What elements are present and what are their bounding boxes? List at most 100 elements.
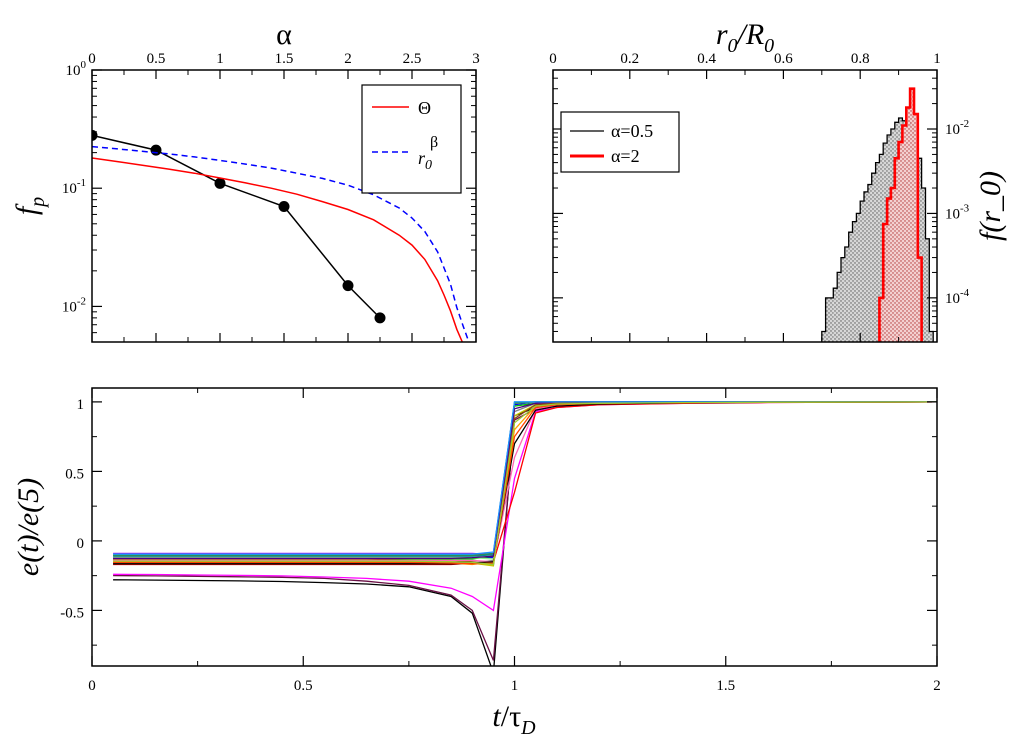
panel-b-x-tick-label: 0.2 [620,51,639,67]
panel-b-xlabel-r: r [716,18,728,51]
panel-b-hist-bar [910,88,914,342]
panel-b-hist-bar [925,238,930,342]
panel-b-hist-bar [837,272,841,342]
legend-label-theta: Θ [418,98,431,118]
panel-c-series-line [113,401,937,566]
panel-b-hist-bar [902,125,907,342]
panel-a-y-tick-label: 100 [66,59,87,79]
panel-c-series-line [113,401,937,559]
panel-b-hist-bar [921,188,926,342]
panel-b-hist-bar [890,188,895,342]
panel-c-series-line [113,401,937,560]
panel-b-ticks: 0 0.2 0.4 0.6 0.8 1 10-2 10-3 10-4 [549,51,970,343]
legend-label-alpha2: α=2 [611,146,640,166]
panel-a-series-markers-line [92,134,381,319]
panel-c-x-tick-label: 0 [88,678,96,694]
panel-c-y-tick-label: 1 [77,397,85,413]
panel-c-y-tick-label: 0.5 [65,466,84,482]
legend-r0beta-sup: β [430,134,438,151]
panel-c-xlabel-tau: /τ [501,700,521,733]
panel-b-hist-bar [929,331,934,342]
panel-a-ylabel-sub: p [27,197,49,209]
panel-b-xlabel-slash: /R [736,18,765,51]
panel-a-data-point [150,144,162,156]
panel-c-x-tick-label: 2 [933,678,941,694]
panel-b-hist-bar [875,162,880,342]
panel-a-series-r0beta-curve [92,145,470,342]
panel-c-y-tick-label: 0 [77,536,85,552]
panel-b-hist-bar [852,221,857,342]
panel-b-legend: α=0.5 α=2 [560,111,680,173]
panel-a-data-point [92,129,98,141]
panel-a-x-tick-label: 2.5 [403,51,422,67]
panel-c-series-line [113,401,937,560]
panel-b-hist-bar [841,257,845,342]
panel-b-hist-bar [844,247,849,342]
panel-b-x-tick-label: 0.8 [851,51,870,67]
panel-a-data-point [342,280,354,292]
panel-c-series-line [113,401,937,555]
panel-c-series-line [113,401,937,559]
panel-b-legend-box [560,111,680,173]
panel-c-xlabel: t/τD [492,700,536,739]
panel-a-x-tick-label: 0.5 [147,51,166,67]
panel-b-hist-bar [913,114,918,342]
panel-a-x-tick-label: 3 [472,51,480,67]
panel-c-series-line [113,401,937,661]
panel-c-series-line [113,401,937,557]
panel-b-hist-bar [894,158,899,342]
panel-b-x-tick-label: 0.4 [697,51,716,67]
panel-a-x-tick-label: 2 [344,51,352,67]
panel-b-hist-bar [871,173,876,342]
panel-b-hist-bar [879,297,884,342]
panel-a-series-theta-curve [92,157,464,342]
panel-a-data-point [214,177,226,189]
panel-c-series-line [113,401,937,557]
panel-b-x-tick-label: 1 [933,51,941,67]
panel-c: 0 0.5 1 1.5 2 -0.5 0 0.5 1 t/τD e(t)/e(5) [12,387,941,739]
panel-b-y-tick-label: 10-4 [945,287,970,307]
panel-b-xlabel-sub2: 0 [764,35,774,57]
panel-c-ylabel: e(t)/e(5) [12,478,45,576]
legend-label-r0beta: r0 β [418,134,438,173]
panel-b-plot-area [821,87,934,342]
panel-c-series-line [113,401,937,565]
panel-c-ticks: 0 0.5 1 1.5 2 -0.5 0 0.5 1 [60,388,941,694]
panel-a-x-tick-label: 1.5 [275,51,294,67]
panel-c-series-line [113,401,937,556]
panel-a-y-tick-label: 10-1 [62,177,86,197]
panel-b-hist-bar [856,213,861,342]
panel-a-y-tick-label: 10-2 [62,295,86,315]
panel-a-xlabel: α [276,18,292,51]
legend-r0beta-sub: 0 [425,158,432,173]
panel-a-x-tick-label: 1 [216,51,224,67]
panel-b-hist-bar [864,191,868,342]
panel-b-xlabel: r0/R0 [716,18,774,57]
panel-a-legend-box [361,84,462,194]
panel-b-hist-bar [879,154,884,342]
panel-c-xlabel-sub: D [520,717,536,739]
panel-b-y-tick-label: 10-2 [945,118,969,138]
panel-b: 0 0.2 0.4 0.6 0.8 110-210-310-4 r0/R0 f(r_0) … [549,18,1007,343]
panel-b-hist-bar [829,297,834,342]
panel-b-hist-bar [867,184,872,342]
panel-c-series-line [113,401,937,556]
panel-b-x-tick-label: 0 [549,51,557,67]
panel-a-legend: Θ r0 β [361,84,462,194]
panel-b-hist-bar [898,142,903,342]
panel-b-hist-bar [821,331,826,342]
panel-b-hist-bar [887,198,891,342]
panel-c-x-tick-label: 1 [511,678,519,694]
panel-c-y-tick-label: -0.5 [60,605,84,621]
panel-c-series-line [113,401,937,666]
panel-a-data-point [374,312,386,324]
panel-a-ticks: 0 0.5 1 1.5 2 2.5 3 100 10-1 10-2 [62,51,480,342]
panel-b-hist-bar [848,232,853,342]
panel-a-plot-area [92,129,470,342]
panel-c-xlabel-t: t [492,700,501,733]
panel-b-hist-bar [825,297,830,342]
panel-b-hist-bar [906,107,911,342]
panel-b-hist-bar [860,201,865,342]
